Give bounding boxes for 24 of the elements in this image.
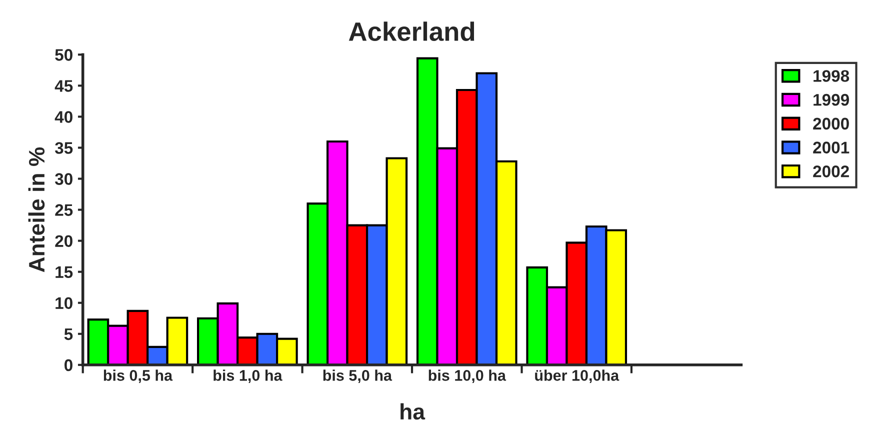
y-tick-label: 40 (54, 111, 72, 123)
x-tick-label: bis 1,0 ha (214, 370, 282, 384)
y-tick-label: 50 (55, 49, 72, 61)
legend-label: 2001 (813, 142, 850, 154)
legend-label: 1998 (814, 70, 850, 82)
legend-label: 1999 (814, 94, 849, 106)
x-tick-label: bis 5,0 ha (323, 370, 392, 384)
x-tick-label: über 10,0ha (535, 370, 620, 384)
y-tick-label: 15 (56, 266, 73, 278)
y-tick-label: 45 (54, 80, 73, 92)
chart-title: Ackerland (348, 22, 474, 41)
y-tick-label: 5 (64, 328, 73, 340)
x-axis-title: ha (400, 403, 426, 420)
legend-label: 2002 (813, 166, 849, 178)
y-tick-label: 30 (54, 173, 72, 185)
y-tick-label: 10 (56, 297, 72, 310)
y-axis-title: Anteile in % (28, 147, 45, 272)
y-tick-label: 20 (55, 235, 72, 247)
y-tick-label: 35 (54, 142, 73, 154)
legend-label: 2000 (813, 118, 849, 130)
y-tick-label: 25 (55, 204, 73, 216)
x-tick-label: bis 0,5 ha (104, 370, 173, 384)
x-tick-label: bis 10,0 ha (428, 370, 506, 384)
y-tick-label: 0 (64, 359, 72, 372)
